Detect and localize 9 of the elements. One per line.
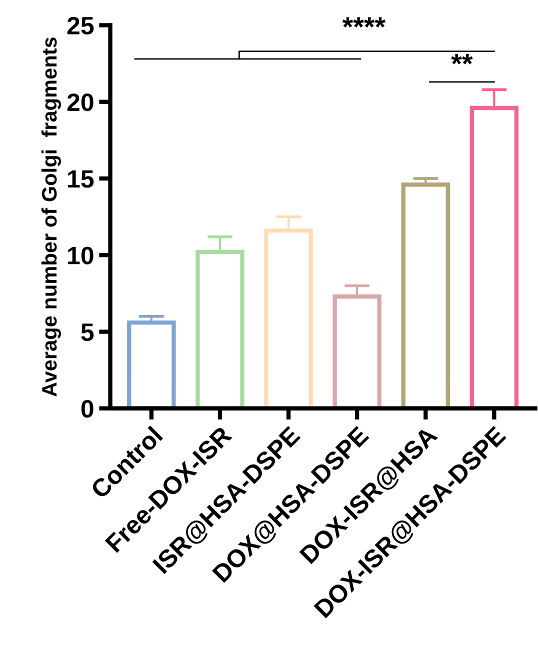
y-tick-label: 20 [67, 93, 94, 112]
y-tick-label: 5 [81, 324, 94, 342]
y-tick-label: 0 [81, 400, 94, 418]
y-tick-label: 10 [68, 246, 94, 264]
y-axis-title: Average number of Golgi fragments [41, 37, 61, 396]
annotation: ** [451, 54, 473, 64]
y-tick-label: 15 [68, 170, 94, 188]
y-tick-label: 25 [67, 16, 94, 35]
annotation: **** [342, 17, 386, 28]
